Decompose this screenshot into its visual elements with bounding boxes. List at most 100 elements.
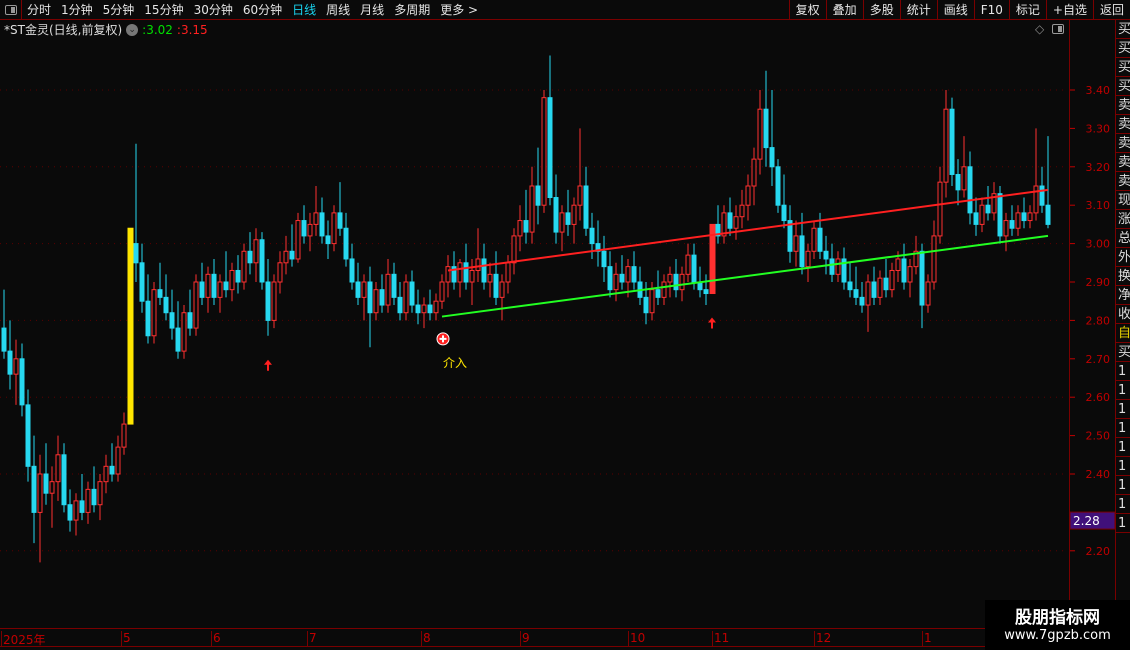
candle-body: [901, 258, 907, 283]
panel-cell: 卖: [1116, 155, 1130, 172]
candle-body: [481, 258, 487, 283]
tool-button[interactable]: +自选: [1045, 0, 1093, 20]
period-toolbar: 分时 1分钟 5分钟 15分钟 30分钟 60分钟 日线 周线 月线 多周期 更多 > 复权 叠加 多股…: [0, 0, 1130, 20]
candle-body: [469, 269, 475, 283]
y-tick-label: 2.70: [1086, 353, 1111, 366]
candle-body: [865, 281, 871, 306]
y-tick-label: 3.10: [1086, 199, 1111, 212]
panel-cell: 1: [1116, 514, 1130, 533]
tool-button[interactable]: 叠加: [825, 0, 863, 20]
tool-button[interactable]: 画线: [936, 0, 974, 20]
panel-cell: 自: [1116, 326, 1130, 343]
candle-body: [427, 304, 433, 314]
candle-body: [259, 239, 265, 283]
candle-body: [541, 97, 547, 206]
panel-cell: 卖: [1116, 174, 1130, 191]
sidebar-toggle-button[interactable]: [0, 0, 22, 20]
tool-button[interactable]: 多股: [862, 0, 900, 20]
panel-cell: 1: [1116, 476, 1130, 495]
date-axis: 2025年 5 6 7 8 9 10 11 12 1: [0, 628, 1070, 647]
panel-cell: 买: [1116, 345, 1130, 362]
candle-body: [175, 327, 181, 352]
candlestick-chart[interactable]: 3.40 3.30 3.20 3.10 3.00 2.90 2.80 2.70 2.60 2.50…: [0, 38, 1115, 628]
candle-body: [457, 262, 463, 283]
candle-body: [343, 227, 349, 260]
tool-button[interactable]: 统计: [899, 0, 937, 20]
candle-body: [985, 204, 991, 214]
candle-body: [955, 173, 961, 191]
panel-cell: 1: [1116, 400, 1130, 419]
candle-body: [769, 147, 775, 168]
period-tab[interactable]: 月线: [360, 3, 385, 17]
candle-body: [565, 212, 571, 225]
watermark-line2: www.7gpzb.com: [1004, 628, 1111, 643]
candle-body: [361, 281, 367, 298]
candle-body: [547, 97, 553, 199]
candle-body: [415, 304, 421, 314]
month-label: 5: [121, 631, 131, 647]
candle-body: [511, 235, 517, 264]
period-tab[interactable]: 30分钟: [193, 3, 233, 17]
candle-body: [829, 258, 835, 275]
candle-body: [433, 300, 439, 314]
candle-body: [601, 250, 607, 268]
period-tab[interactable]: 15分钟: [144, 3, 184, 17]
chevron-down-icon[interactable]: ⌄: [126, 23, 139, 36]
tool-button[interactable]: F10: [973, 0, 1009, 20]
stock-title: *ST金灵(日线,前复权): [4, 23, 123, 37]
candle-body: [355, 281, 361, 298]
candle-body: [13, 358, 19, 375]
right-tools: 复权 叠加 多股 统计 画线 F10 标记 +自选 返回: [788, 0, 1130, 20]
current-price-tag: [1069, 511, 1115, 530]
candle-body: [271, 281, 277, 321]
period-tab[interactable]: 1分钟: [61, 3, 93, 17]
tool-button[interactable]: 标记: [1008, 0, 1046, 20]
support-trendline: [441, 234, 1049, 318]
candle-body: [751, 158, 757, 187]
candle-body: [169, 312, 175, 329]
candle-body: [289, 250, 295, 260]
candle-body: [55, 454, 61, 483]
candle-body: [967, 166, 973, 214]
candle-body: [325, 235, 331, 245]
panel-cell: 收: [1116, 307, 1130, 324]
period-tab[interactable]: 分时: [27, 3, 52, 17]
candle-body: [943, 108, 949, 183]
candle-body: [919, 250, 925, 306]
period-tab[interactable]: 日线: [292, 3, 317, 17]
period-tab[interactable]: 多周期: [394, 3, 431, 17]
diamond-icon[interactable]: ◇: [1035, 22, 1045, 36]
panel-cell: 买: [1116, 22, 1130, 39]
panel-cell: 总: [1116, 231, 1130, 248]
candle-body: [151, 289, 157, 337]
period-tab[interactable]: 更多 >: [440, 3, 479, 17]
tool-button[interactable]: 复权: [788, 0, 826, 20]
y-tick-label: 2.20: [1086, 545, 1111, 558]
tool-button[interactable]: 返回: [1092, 0, 1130, 20]
candle-body: [421, 304, 427, 314]
y-tick-label: 2.40: [1086, 468, 1111, 481]
panel-cell: 1: [1116, 457, 1130, 476]
candle-body: [871, 281, 877, 298]
candle-body: [319, 212, 325, 237]
panel-cell: 1: [1116, 495, 1130, 514]
panel-toggle-icon[interactable]: [1052, 24, 1065, 34]
candle-body: [295, 220, 301, 260]
candle-body: [373, 289, 379, 314]
candle-body: [367, 281, 373, 314]
candle-body: [229, 269, 235, 291]
panel-cell: 卖: [1116, 136, 1130, 153]
candle-body: [715, 223, 721, 237]
candle-body: [439, 281, 445, 302]
period-tab[interactable]: 周线: [326, 3, 351, 17]
candle-body: [907, 266, 913, 283]
candle-body: [211, 273, 217, 298]
y-tick-label: 2.90: [1086, 276, 1111, 289]
candle-body: [403, 281, 409, 314]
period-tab[interactable]: 60分钟: [242, 3, 283, 17]
y-tick-label: 3.30: [1086, 122, 1111, 135]
candle-body: [463, 262, 469, 283]
period-tab[interactable]: 5分钟: [102, 3, 135, 17]
candle-body: [235, 269, 241, 283]
candle-body: [859, 296, 865, 306]
